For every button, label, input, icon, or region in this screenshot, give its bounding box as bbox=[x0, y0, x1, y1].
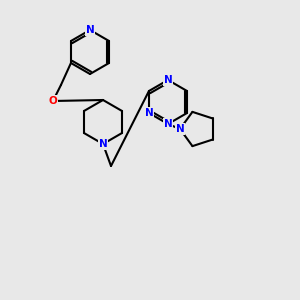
Text: O: O bbox=[49, 96, 57, 106]
Text: N: N bbox=[164, 75, 172, 85]
Text: N: N bbox=[164, 119, 172, 129]
Text: N: N bbox=[85, 25, 94, 35]
Text: N: N bbox=[99, 139, 107, 149]
Text: N: N bbox=[145, 108, 153, 118]
Text: N: N bbox=[176, 124, 184, 134]
